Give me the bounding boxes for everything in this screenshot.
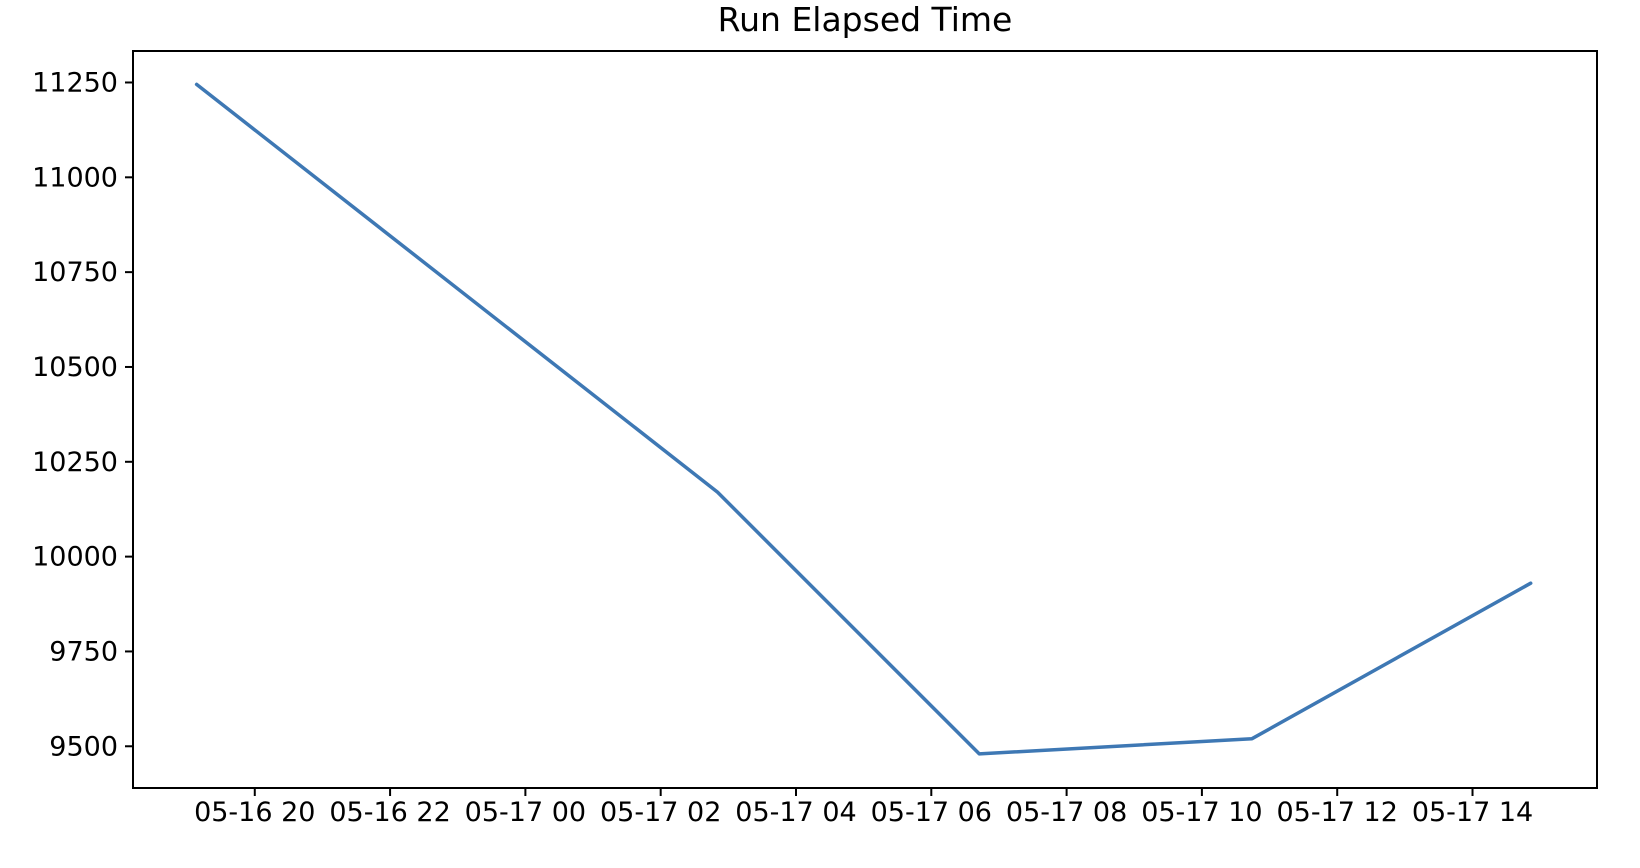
series-line: [194, 82, 1533, 756]
x-tick-label: 05-17 14: [1412, 797, 1533, 828]
x-tick-label: 05-17 04: [735, 797, 856, 828]
y-tick-label: 10000: [32, 542, 118, 573]
y-tick-label: 10250: [32, 447, 118, 478]
x-tick-label: 05-17 12: [1277, 797, 1398, 828]
x-tick-label: 05-17 00: [465, 797, 586, 828]
x-tick-label: 05-16 22: [329, 797, 450, 828]
y-tick-label: 9750: [49, 636, 118, 667]
y-tick-label: 11000: [32, 162, 118, 193]
series-layer: [194, 82, 1533, 756]
axes-ticks: 05-16 20 05-16 22 05-17 00 05-17 02 05-17 04…: [32, 67, 1533, 828]
y-tick-label: 9500: [49, 731, 118, 762]
x-tick-label: 05-17 10: [1141, 797, 1262, 828]
x-tick-label: 05-17 02: [600, 797, 721, 828]
chart-title: Run Elapsed Time: [718, 0, 1013, 39]
x-tick-label: 05-17 06: [871, 797, 992, 828]
plot-area-frame: [132, 50, 1598, 789]
y-tick-label: 10750: [32, 257, 118, 288]
x-tick-label: 05-17 08: [1006, 797, 1127, 828]
y-tick-label: 11250: [32, 67, 118, 98]
y-tick-label: 10500: [32, 352, 118, 383]
x-tick-label: 05-16 20: [194, 797, 315, 828]
